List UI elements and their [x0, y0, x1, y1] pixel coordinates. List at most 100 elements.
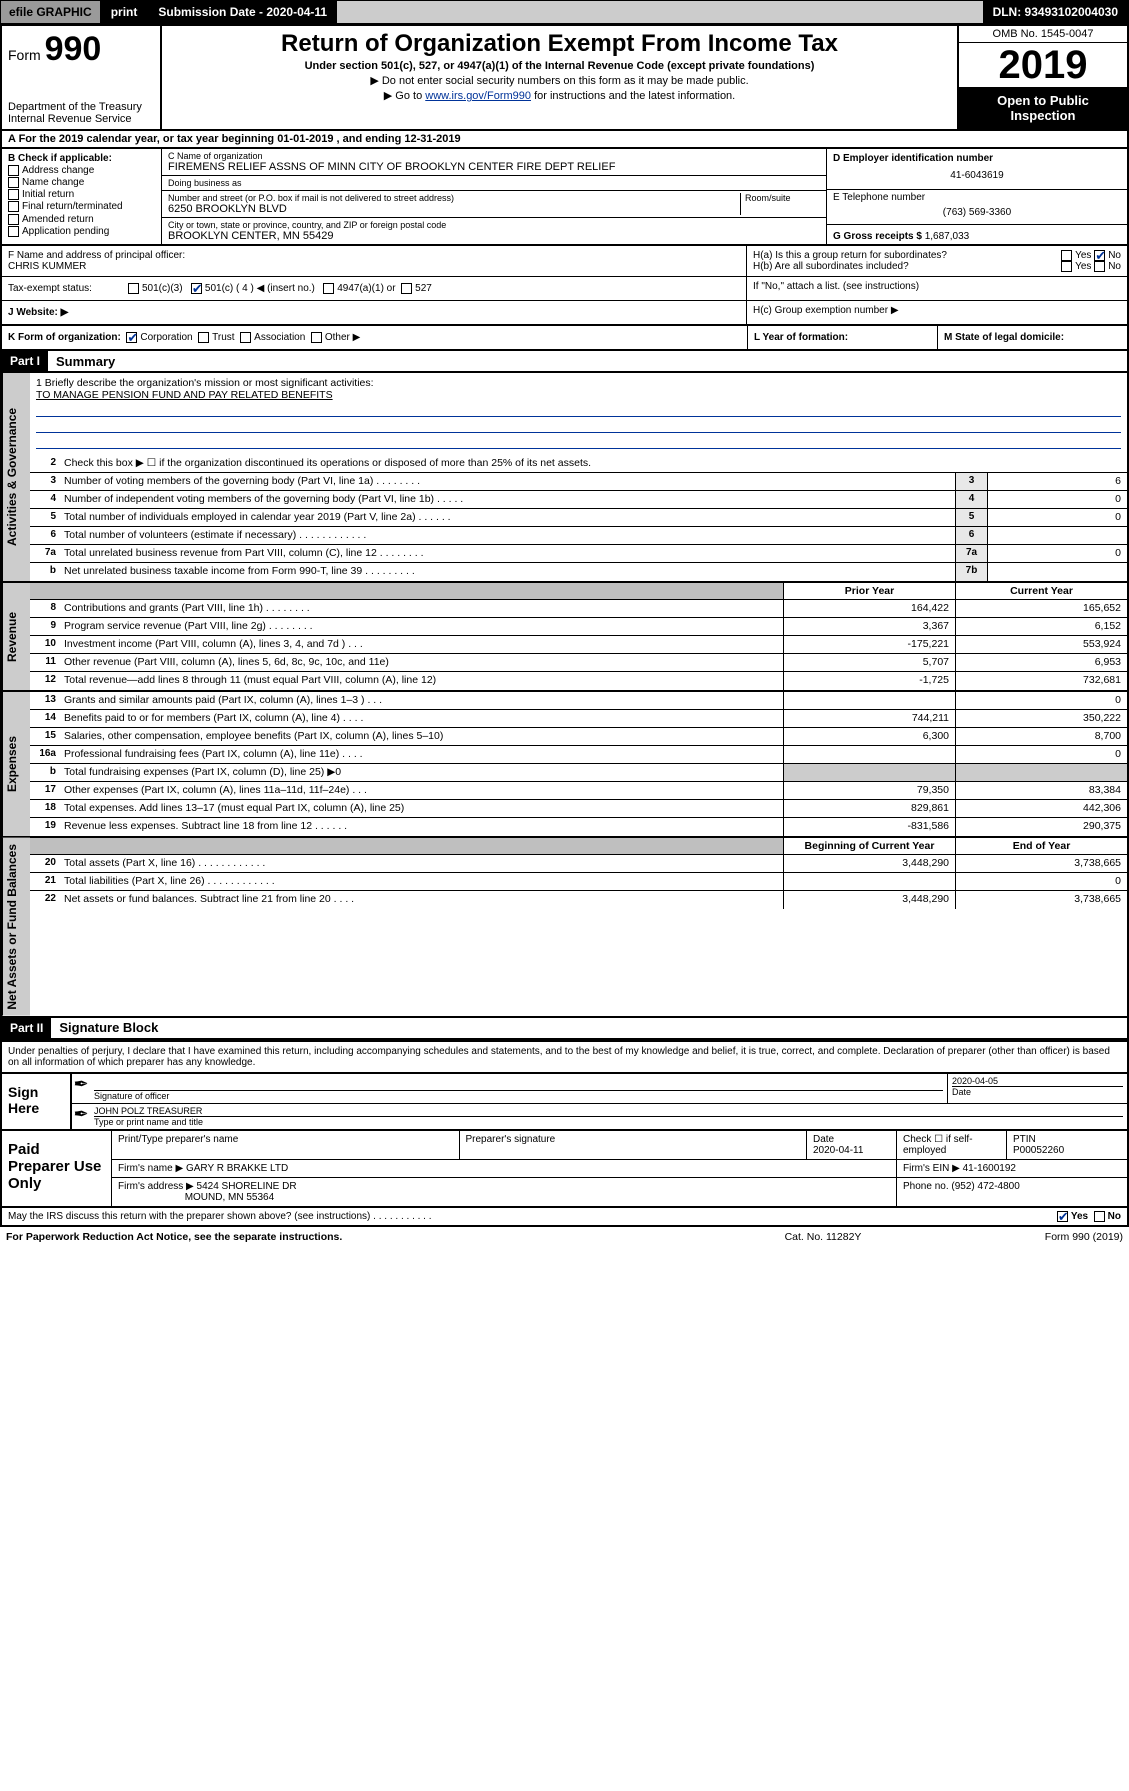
- line-b: bTotal fundraising expenses (Part IX, co…: [30, 764, 1127, 782]
- form-title: Return of Organization Exempt From Incom…: [172, 30, 947, 58]
- sign-here-label: Sign Here: [2, 1074, 72, 1129]
- instructions-link[interactable]: www.irs.gov/Form990: [425, 90, 531, 102]
- dba-label: Doing business as: [168, 178, 820, 188]
- line-2: 2Check this box ▶ ☐ if the organization …: [30, 455, 1127, 473]
- pen-icon: ✒: [72, 1074, 90, 1103]
- signature-date: 2020-04-05: [952, 1076, 1123, 1086]
- chk-association[interactable]: [240, 332, 251, 343]
- line-16a: 16aProfessional fundraising fees (Part I…: [30, 746, 1127, 764]
- tax-status-options: 501(c)(3) 501(c) ( 4 ) ◀ (insert no.) 49…: [122, 277, 747, 300]
- perjury-statement: Under penalties of perjury, I declare th…: [0, 1040, 1129, 1072]
- box-f: F Name and address of principal officer:…: [2, 246, 747, 276]
- part1-title: Summary: [48, 352, 123, 371]
- net-cols-header: Beginning of Current Year End of Year: [30, 838, 1127, 855]
- chk-501c[interactable]: [191, 283, 202, 294]
- form-subtitle: Under section 501(c), 527, or 4947(a)(1)…: [172, 60, 947, 72]
- hb-yes-checkbox[interactable]: [1061, 261, 1072, 272]
- row-website: J Website: ▶ H(c) Group exemption number…: [0, 301, 1129, 326]
- line-4: 4Number of independent voting members of…: [30, 491, 1127, 509]
- part2-header: Part II Signature Block: [0, 1018, 1129, 1040]
- discuss-no-checkbox[interactable]: [1094, 1211, 1105, 1222]
- toolbar-spacer: [337, 1, 982, 23]
- org-name: FIREMENS RELIEF ASSNS OF MINN CITY OF BR…: [168, 161, 820, 173]
- box-m: M State of legal domicile:: [937, 326, 1127, 349]
- block-bcd: B Check if applicable: Address change Na…: [0, 149, 1129, 246]
- line-b: bNet unrelated business taxable income f…: [30, 563, 1127, 581]
- line-22: 22Net assets or fund balances. Subtract …: [30, 891, 1127, 909]
- chk-final-return[interactable]: Final return/terminated: [8, 201, 155, 212]
- website-label: J Website: ▶: [2, 301, 122, 324]
- ha-yes-checkbox[interactable]: [1061, 250, 1072, 261]
- mission-block: 1 Briefly describe the organization's mi…: [30, 373, 1127, 455]
- discuss-footer: May the IRS discuss this return with the…: [0, 1208, 1129, 1227]
- row-fh: F Name and address of principal officer:…: [0, 246, 1129, 277]
- gross-label: G Gross receipts $: [833, 231, 925, 242]
- part2-tag: Part II: [2, 1018, 51, 1038]
- print-button[interactable]: print: [101, 1, 149, 23]
- open-to-public: Open to Public Inspection: [959, 87, 1127, 129]
- org-name-label: C Name of organization: [168, 151, 820, 161]
- section-governance: Activities & Governance 1 Briefly descri…: [0, 373, 1129, 583]
- hb-no-checkbox[interactable]: [1094, 261, 1105, 272]
- omb-number: OMB No. 1545-0047: [959, 26, 1127, 43]
- addr-label: Number and street (or P.O. box if mail i…: [168, 193, 740, 203]
- tax-status-label: Tax-exempt status:: [2, 277, 122, 300]
- officer-label: F Name and address of principal officer:: [8, 250, 740, 261]
- chk-other[interactable]: [311, 332, 322, 343]
- ptin: P00052260: [1013, 1145, 1064, 1156]
- header-center: Return of Organization Exempt From Incom…: [162, 26, 957, 129]
- firm-name: GARY R BRAKKE LTD: [186, 1163, 288, 1174]
- hb-label: H(b) Are all subordinates included?: [753, 261, 1061, 272]
- part2-title: Signature Block: [51, 1018, 166, 1037]
- officer-printed-name: JOHN POLZ TREASURER: [94, 1106, 1123, 1117]
- gross-receipts: 1,687,033: [925, 231, 970, 242]
- line-20: 20Total assets (Part X, line 16) . . . .…: [30, 855, 1127, 873]
- form-note-1: ▶ Do not enter social security numbers o…: [172, 74, 947, 87]
- line-9: 9Program service revenue (Part VIII, lin…: [30, 618, 1127, 636]
- line-8: 8Contributions and grants (Part VIII, li…: [30, 600, 1127, 618]
- chk-501c3[interactable]: [128, 283, 139, 294]
- city-label: City or town, state or province, country…: [168, 220, 820, 230]
- paid-preparer-block: Paid Preparer Use Only Print/Type prepar…: [0, 1131, 1129, 1208]
- discuss-yes-checkbox[interactable]: [1057, 1211, 1068, 1222]
- chk-corporation[interactable]: [126, 332, 137, 343]
- line-21: 21Total liabilities (Part X, line 26) . …: [30, 873, 1127, 891]
- tel-label: E Telephone number: [833, 192, 1121, 203]
- chk-address-change[interactable]: Address change: [8, 165, 155, 176]
- part1-header: Part I Summary: [0, 351, 1129, 373]
- col-prior-year: Prior Year: [783, 583, 955, 599]
- city-state-zip: BROOKLYN CENTER, MN 55429: [168, 230, 820, 242]
- line-3: 3Number of voting members of the governi…: [30, 473, 1127, 491]
- hc-label: H(c) Group exemption number ▶: [747, 301, 1127, 324]
- row-tax-status: Tax-exempt status: 501(c)(3) 501(c) ( 4 …: [0, 277, 1129, 301]
- chk-application-pending[interactable]: Application pending: [8, 226, 155, 237]
- dln-label: DLN: 93493102004030: [983, 1, 1128, 23]
- chk-4947[interactable]: [323, 283, 334, 294]
- department-label: Department of the Treasury Internal Reve…: [8, 101, 154, 125]
- top-toolbar: efile GRAPHIC print Submission Date - 20…: [0, 0, 1129, 24]
- form-number: Form 990: [8, 30, 154, 69]
- ein-value: 41-6043619: [833, 164, 1121, 187]
- chk-trust[interactable]: [198, 332, 209, 343]
- form-word: Form: [8, 47, 41, 63]
- line-15: 15Salaries, other compensation, employee…: [30, 728, 1127, 746]
- section-revenue: Revenue Prior Year Current Year 8Contrib…: [0, 583, 1129, 692]
- form-num: 990: [45, 30, 102, 68]
- officer-signature-line[interactable]: [94, 1090, 943, 1091]
- chk-initial-return[interactable]: Initial return: [8, 189, 155, 200]
- col-eoy: End of Year: [955, 838, 1127, 854]
- side-revenue: Revenue: [2, 583, 30, 690]
- ha-no-checkbox[interactable]: [1094, 250, 1105, 261]
- chk-527[interactable]: [401, 283, 412, 294]
- chk-amended-return[interactable]: Amended return: [8, 214, 155, 225]
- section-net-assets: Net Assets or Fund Balances Beginning of…: [0, 838, 1129, 1018]
- tel-value: (763) 569-3360: [833, 203, 1121, 222]
- box-d: D Employer identification number 41-6043…: [827, 149, 1127, 244]
- form-header: Form 990 Department of the Treasury Inte…: [0, 24, 1129, 131]
- box-l: L Year of formation:: [747, 326, 937, 349]
- mission-answer: TO MANAGE PENSION FUND AND PAY RELATED B…: [36, 389, 1121, 401]
- efile-label: efile GRAPHIC: [1, 1, 101, 23]
- chk-name-change[interactable]: Name change: [8, 177, 155, 188]
- hb-note: If "No," attach a list. (see instruction…: [747, 277, 1127, 300]
- line-17: 17Other expenses (Part IX, column (A), l…: [30, 782, 1127, 800]
